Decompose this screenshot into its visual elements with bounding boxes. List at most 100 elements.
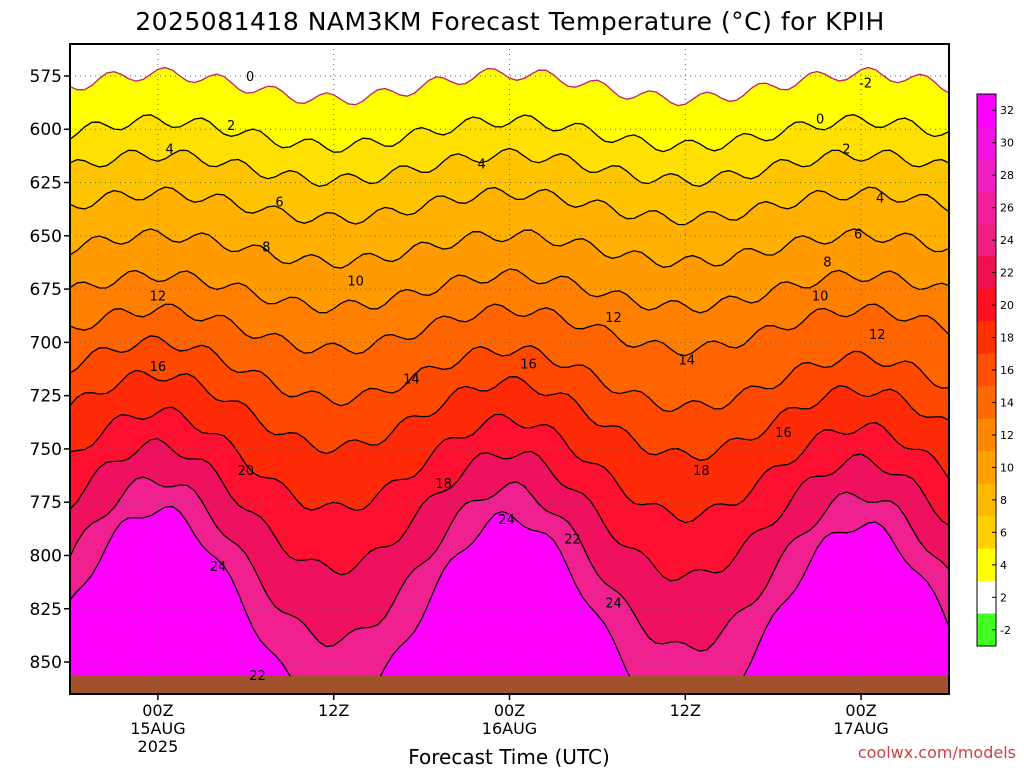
colorbar-swatch xyxy=(977,288,996,322)
contour-label: 24 xyxy=(210,560,227,575)
contour-label: 0 xyxy=(246,70,254,85)
contour-label: 6 xyxy=(275,196,283,211)
colorbar-swatch xyxy=(977,126,996,160)
y-tick-label: 675 xyxy=(30,280,62,300)
colorbar-swatch xyxy=(977,581,996,615)
y-tick-label: 825 xyxy=(30,600,62,620)
contour-label: 2 xyxy=(842,142,850,157)
y-axis: 575 600 625 650 675 700 725 750 775 800 825 850 xyxy=(30,67,70,673)
x-tick-label: 00Z xyxy=(494,701,525,720)
colorbar-label: 20 xyxy=(1000,299,1014,312)
credit-text[interactable]: coolwx.com/models xyxy=(858,743,1016,762)
y-tick-label: 575 xyxy=(30,67,62,87)
contour-line-20 xyxy=(70,438,949,582)
contour-label: 22 xyxy=(249,669,266,684)
colorbar-swatch xyxy=(977,613,996,647)
x-tick-label: 15AUG xyxy=(130,719,185,738)
contour-label: 4 xyxy=(165,142,173,157)
contour-label: 0 xyxy=(816,113,824,128)
contour-label: 18 xyxy=(693,464,710,479)
colorbar-swatch xyxy=(977,94,996,127)
chart-title: 2025081418 NAM3KM Forecast Temperature (… xyxy=(135,7,885,36)
contour-label: 4 xyxy=(478,157,486,172)
y-tick-label: 775 xyxy=(30,493,62,513)
colorbar-swatch xyxy=(977,548,996,582)
colorbar-label: 14 xyxy=(1000,396,1014,409)
contour-label: 2 xyxy=(227,119,235,134)
contour-label: 6 xyxy=(854,228,862,243)
y-tick-label: 750 xyxy=(30,440,62,460)
contour-line-0 xyxy=(70,66,949,107)
contour-label: 12 xyxy=(150,289,167,304)
contour-label: 24 xyxy=(605,596,622,611)
colorbar-label: 8 xyxy=(1000,494,1007,507)
colorbar-label: 28 xyxy=(1000,169,1014,182)
y-tick-label: 800 xyxy=(30,546,62,566)
contour-label: 4 xyxy=(876,191,884,206)
colorbar-label: 22 xyxy=(1000,267,1014,280)
x-tick-label: 12Z xyxy=(670,701,701,720)
contour-label: 16 xyxy=(150,360,167,375)
y-tick-label: 700 xyxy=(30,333,62,353)
contour-label: 16 xyxy=(520,358,537,373)
colorbar-label: 2 xyxy=(1000,591,1007,604)
contour-label: 8 xyxy=(823,255,831,270)
colorbar-label: 10 xyxy=(1000,461,1014,474)
colorbar-label: 12 xyxy=(1000,429,1014,442)
y-tick-label: 600 xyxy=(30,120,62,140)
colorbar-swatch xyxy=(977,256,996,290)
contour-label: 22 xyxy=(564,532,581,547)
contour-label: 14 xyxy=(678,353,695,368)
contour-label: 24 xyxy=(498,513,515,528)
colorbar-label: 16 xyxy=(1000,364,1014,377)
y-tick-label: 850 xyxy=(30,653,62,673)
colorbar-swatch xyxy=(977,483,996,517)
colorbar-swatch xyxy=(977,451,996,485)
contour-line-2 xyxy=(70,114,949,153)
colorbar-swatch xyxy=(977,353,996,387)
contour-line-16 xyxy=(70,369,949,462)
contour-label: 18 xyxy=(435,477,452,492)
y-tick-label: 725 xyxy=(30,387,62,407)
contour-label: 14 xyxy=(403,373,420,388)
contour-label: 16 xyxy=(775,426,792,441)
colorbar-swatch xyxy=(977,516,996,550)
colorbar-label: 32 xyxy=(1000,104,1014,117)
colorbar-swatch xyxy=(977,223,996,257)
x-axis-title: Forecast Time (UTC) xyxy=(408,745,610,768)
colorbar-swatch xyxy=(977,158,996,192)
contour-label: 12 xyxy=(605,311,622,326)
temperature-fill-layer xyxy=(70,44,949,694)
colorbar-swatch xyxy=(977,191,996,225)
colorbar-label: 6 xyxy=(1000,526,1007,539)
colorbar: 32 30 28 26 24 22 20 18 16 14 12 10 8 6 4 2 -2 xyxy=(976,93,1014,647)
contour-line-22 xyxy=(70,476,949,652)
y-tick-label: 650 xyxy=(30,227,62,247)
x-tick-label: 00Z xyxy=(142,701,173,720)
contour-label: 10 xyxy=(347,275,364,290)
x-tick-label: 17AUG xyxy=(833,719,888,738)
contour-label: -2 xyxy=(859,76,872,91)
grid-layer xyxy=(70,44,949,694)
x-tick-label: 2025 xyxy=(138,737,179,756)
x-tick-label: 12Z xyxy=(318,701,349,720)
colorbar-swatch xyxy=(977,386,996,420)
colorbar-swatch xyxy=(977,418,996,452)
contour-line-4 xyxy=(70,147,949,187)
contour-label: 12 xyxy=(869,328,886,343)
colorbar-label: 24 xyxy=(1000,234,1014,247)
colorbar-label: 30 xyxy=(1000,137,1014,150)
colorbar-swatch xyxy=(977,321,996,355)
colorbar-label: 4 xyxy=(1000,559,1007,572)
contour-label: 10 xyxy=(812,289,829,304)
x-tick-label: 16AUG xyxy=(482,719,537,738)
contour-line-18 xyxy=(70,406,949,524)
contour-label: 8 xyxy=(262,240,270,255)
contour-label: 20 xyxy=(238,464,255,479)
contour-line-12 xyxy=(70,303,949,357)
colorbar-label: 26 xyxy=(1000,202,1014,215)
colorbar-label: -2 xyxy=(1000,624,1011,637)
